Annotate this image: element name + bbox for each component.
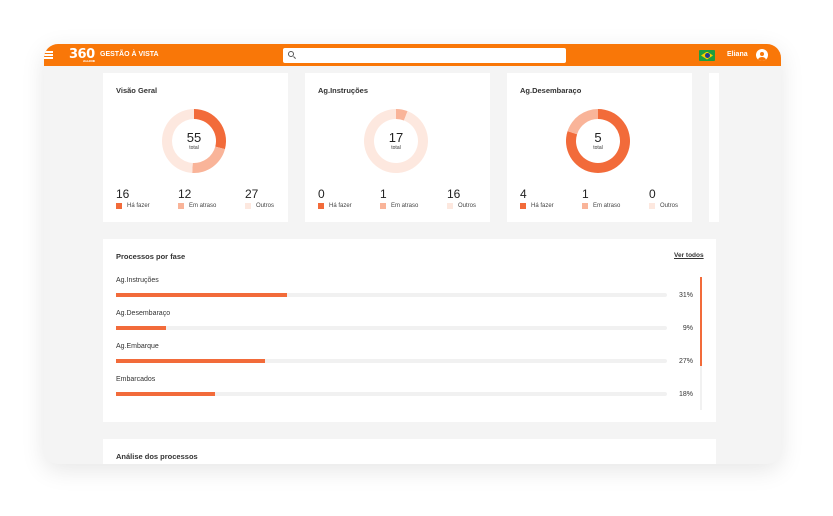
legend-swatch [116,203,122,209]
donut-segment-ha-fazer [194,109,226,150]
legend-swatch [520,203,526,209]
stat-label: Outros [660,203,679,209]
analysis-title: Análise dos processos [116,452,198,461]
legend-swatch [245,203,251,209]
stat-label: Em atraso [593,203,621,209]
phase-label: Ag.Embarque [116,343,159,350]
phases-title: Processos por fase [116,252,186,261]
phase-label: Ag.Instruções [116,277,159,284]
logo[interactable]: 360 ALLINK [69,47,96,63]
stat-label: Há fazer [531,203,554,209]
donut-total: 5 [594,130,602,145]
phase-bar-track [116,293,667,297]
donut-segment-outros [364,109,428,173]
donut-chart [566,109,630,173]
stat-value: 27 [245,187,259,201]
stat-ha-fazer: 16 Há fazer [116,188,150,209]
donut-segment-em-atraso [396,109,408,121]
top-bar: 360 ALLINK GESTÃO À VISTA Eliana [44,44,781,66]
stat-value: 16 [116,187,130,201]
stat-outros: 0 Outros [649,188,678,209]
phase-bar-track [116,392,667,396]
stat-value: 16 [447,187,461,201]
stat-em-atraso: 1 Em atraso [380,188,418,209]
phase-label: Embarcados [116,376,156,383]
user-avatar-icon[interactable] [756,49,768,61]
stat-label: Há fazer [329,203,352,209]
legend-swatch [178,203,184,209]
phase-bar-track [116,359,667,363]
stat-em-atraso: 12 Em atraso [178,188,216,209]
brazil-flag-icon[interactable] [699,50,715,61]
phase-bar-fill [116,359,265,363]
stat-label: Outros [256,203,275,209]
stat-value: 12 [178,187,192,201]
donut-total: 55 [186,130,202,145]
donut-segment-em-atraso [192,146,225,173]
stat-outros: 27 Outros [245,188,274,209]
phases-panel: Processos por fase Ver todos Ag.Instruçõ… [103,239,716,422]
donut-total: 17 [388,130,404,145]
donut-total-label: total [189,145,199,151]
stat-outros: 16 Outros [447,188,476,209]
stat-em-atraso: 1 Em atraso [582,188,620,209]
phase-bar-track [116,326,667,330]
donut-total-label: total [593,145,603,151]
stat-value: 0 [318,187,325,201]
phase-label: Ag.Desembaraço [116,310,171,317]
stat-value: 0 [649,187,656,201]
donut-total-label: total [391,145,401,151]
donut-segment-outros [161,109,194,173]
username: Eliana [727,51,748,58]
phase-percent: 18% [678,391,693,398]
donut-segment-em-atraso [567,109,598,135]
stat-ha-fazer: 0 Há fazer [318,188,352,209]
card-ag-instrucoes: Ag.Instruções 17 total 0 Há fazer 1 Em a… [305,73,490,222]
legend-swatch [582,203,588,209]
phase-percent: 27% [678,358,693,365]
phase-percent: 9% [682,325,693,332]
card-title: Visão Geral [116,86,158,95]
search-input[interactable] [299,50,559,61]
stat-value: 4 [520,187,527,201]
view-all-link[interactable]: Ver todos [674,252,704,259]
legend-swatch [447,203,453,209]
scrollbar-thumb[interactable] [700,277,702,366]
menu-icon[interactable] [44,51,53,59]
phase-bar-fill [116,293,287,297]
legend-swatch [380,203,386,209]
stat-label: Outros [458,203,477,209]
phase-percent: 31% [678,292,693,299]
phase-row[interactable]: Ag.Embarque 27% [116,343,693,373]
stat-label: Em atraso [189,203,217,209]
analysis-panel: Análise dos processos [103,439,716,464]
legend-swatch [318,203,324,209]
search-bar[interactable] [283,48,566,63]
stat-value: 1 [582,187,589,201]
phase-row[interactable]: Embarcados 18% [116,376,693,406]
phase-row[interactable]: Ag.Desembaraço 9% [116,310,693,340]
phase-bar-fill [116,326,166,330]
app-window: 360 ALLINK GESTÃO À VISTA Eliana Visão Ge… [44,44,781,464]
card-partial [709,73,719,222]
phase-bar-fill [116,392,216,396]
phase-row[interactable]: Ag.Instruções 31% [116,277,693,307]
card-visao-geral: Visão Geral 55 total 16 Há fazer 12 Em a… [103,73,288,222]
card-title: Ag.Desembaraço [520,86,582,95]
stat-ha-fazer: 4 Há fazer [520,188,554,209]
stat-label: Em atraso [391,203,419,209]
stat-label: Há fazer [127,203,150,209]
legend-swatch [649,203,655,209]
card-ag-desembaraco: Ag.Desembaraço 5 total 4 Há fazer 1 Em a… [507,73,692,222]
stat-value: 1 [380,187,387,201]
donut-chart [161,109,226,173]
card-title: Ag.Instruções [318,86,369,95]
scrollbar[interactable] [700,277,702,410]
search-icon [288,51,294,57]
app-title: GESTÃO À VISTA [100,51,159,58]
donut-chart [364,109,428,173]
donut-segment-ha-fazer [566,109,630,173]
